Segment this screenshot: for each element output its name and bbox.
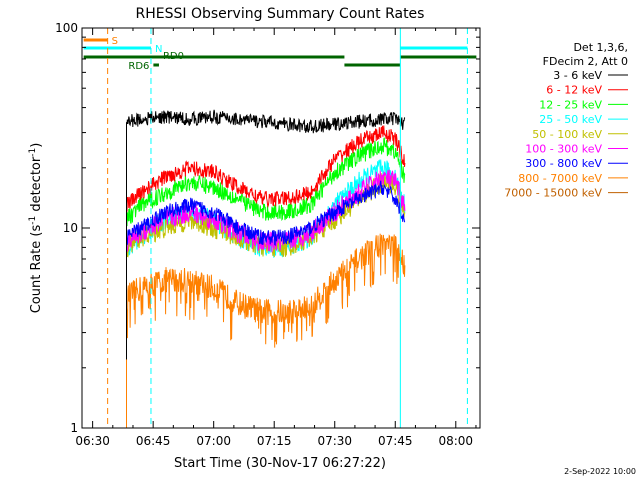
legend-label: 7000 - 15000 keV [504, 187, 602, 200]
status-bar-label: RD6 [128, 61, 149, 72]
status-bar-label: RD0 [163, 51, 184, 62]
vertical-markers [107, 28, 468, 428]
axes: 06:30 06:45 07:00 07:15 07:30 07:45 08:00 1 10 10… [55, 21, 480, 448]
x-tick-label: 06:45 [136, 434, 171, 448]
y-tick-label: 1 [70, 421, 78, 435]
x-tick-label: 07:45 [378, 434, 413, 448]
x-axis-label: Start Time (30-Nov-17 06:27:22) [174, 456, 386, 471]
status-bar-label: S [112, 36, 118, 47]
legend-label: 25 - 50 keV [539, 113, 602, 126]
generation-timestamp: 2-Sep-2022 10:00 [564, 467, 636, 476]
legend-header-line-2: FDecim 2, Att 0 [543, 55, 628, 68]
series-layer [126, 109, 406, 428]
legend-label: 6 - 12 keV [546, 84, 602, 97]
legend-header-line-1: Det 1,3,6, [573, 41, 628, 54]
legend-label: 12 - 25 keV [539, 98, 602, 111]
x-tick-label: 07:00 [196, 434, 231, 448]
x-tick-label: 07:15 [257, 434, 292, 448]
legend-label: 100 - 300 keV [525, 143, 602, 156]
legend-label: 50 - 100 keV [532, 128, 602, 141]
series-trace [126, 137, 406, 227]
y-tick-label: 10 [63, 221, 78, 235]
chart-title: RHESSI Observing Summary Count Rates [136, 6, 425, 22]
series-trace [126, 180, 406, 247]
x-tick-label: 07:30 [317, 434, 352, 448]
legend-label: 300 - 800 keV [525, 157, 602, 170]
series-trace [126, 233, 406, 428]
legend-label: 800 - 7000 keV [518, 172, 602, 185]
legend: Det 1,3,6, FDecim 2, Att 0 3 - 6 keV 6 - … [504, 41, 628, 200]
x-tick-label: 06:30 [75, 434, 110, 448]
series-trace [126, 109, 406, 360]
y-tick-label: 100 [55, 21, 78, 35]
y-axis-label: Count Rate (s-1 detector-1) [28, 143, 44, 314]
legend-label: 3 - 6 keV [553, 69, 602, 82]
x-tick-label: 08:00 [438, 434, 473, 448]
series-trace [126, 125, 406, 213]
series-trace [126, 169, 406, 253]
status-bar-label: N [155, 44, 162, 55]
